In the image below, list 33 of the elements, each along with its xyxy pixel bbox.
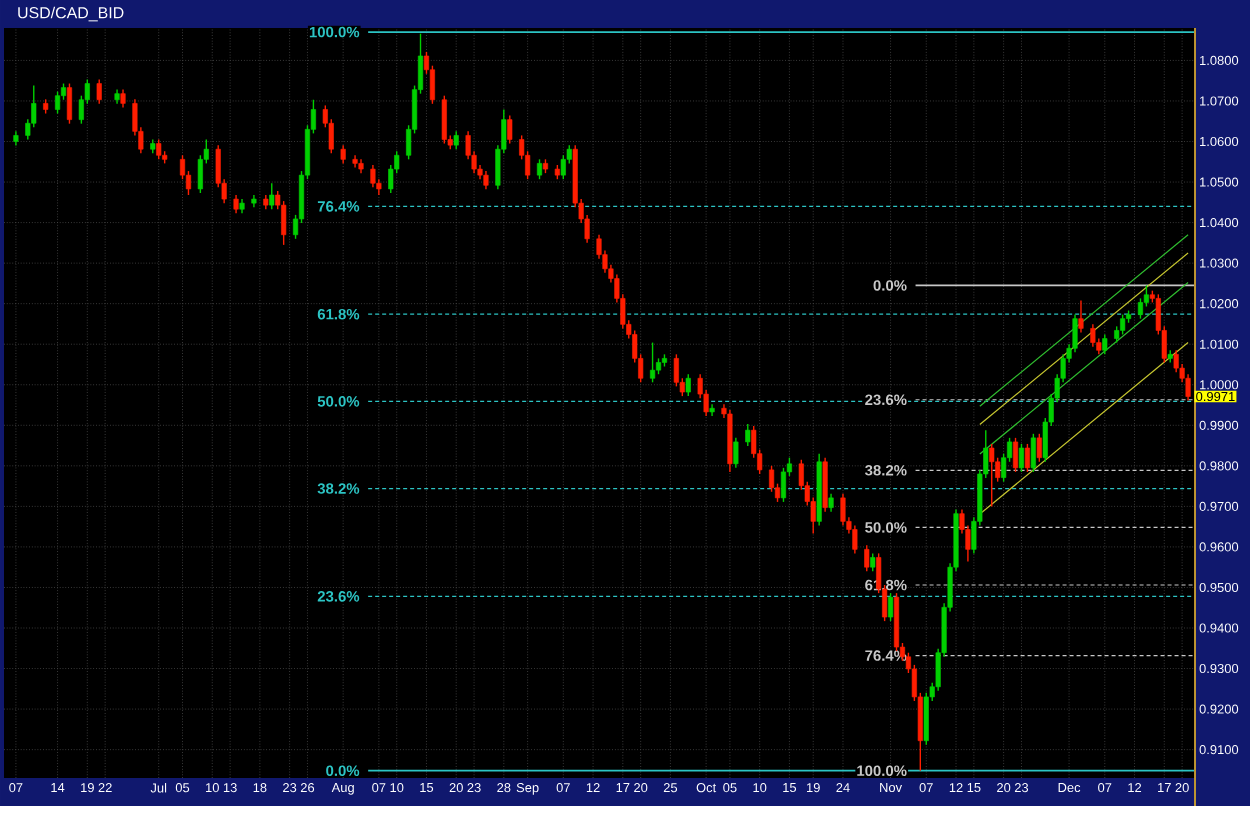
candlestick (840, 493, 846, 527)
candlestick (1024, 443, 1030, 473)
candlestick (1090, 323, 1096, 348)
candlestick (441, 94, 447, 145)
candlestick (370, 164, 376, 189)
candlestick (1102, 333, 1108, 356)
candlestick (650, 341, 656, 384)
candlestick (1072, 313, 1078, 354)
candlestick (989, 443, 995, 508)
candlestick (1036, 433, 1042, 463)
candlestick (96, 78, 102, 105)
candlestick (1030, 433, 1036, 473)
candlestick (685, 373, 691, 397)
candlestick (1018, 443, 1025, 473)
candlestick (745, 423, 751, 447)
candlestick (888, 592, 894, 622)
candlestick (340, 144, 346, 165)
candlestick (156, 138, 162, 161)
candlestick (864, 544, 870, 572)
candlestick (852, 524, 858, 555)
candlestick (269, 182, 275, 210)
candlestick (233, 194, 239, 214)
candlestick (1012, 437, 1019, 473)
candlestick (1120, 313, 1126, 336)
candlestick (822, 457, 828, 513)
candlestick (483, 170, 489, 191)
candlestick (66, 82, 73, 125)
candlestick (733, 437, 739, 469)
candlestick (507, 114, 513, 145)
candlestick (1078, 299, 1084, 334)
candlestick (673, 353, 679, 388)
candlestick (55, 90, 61, 115)
candlestick (536, 158, 543, 180)
